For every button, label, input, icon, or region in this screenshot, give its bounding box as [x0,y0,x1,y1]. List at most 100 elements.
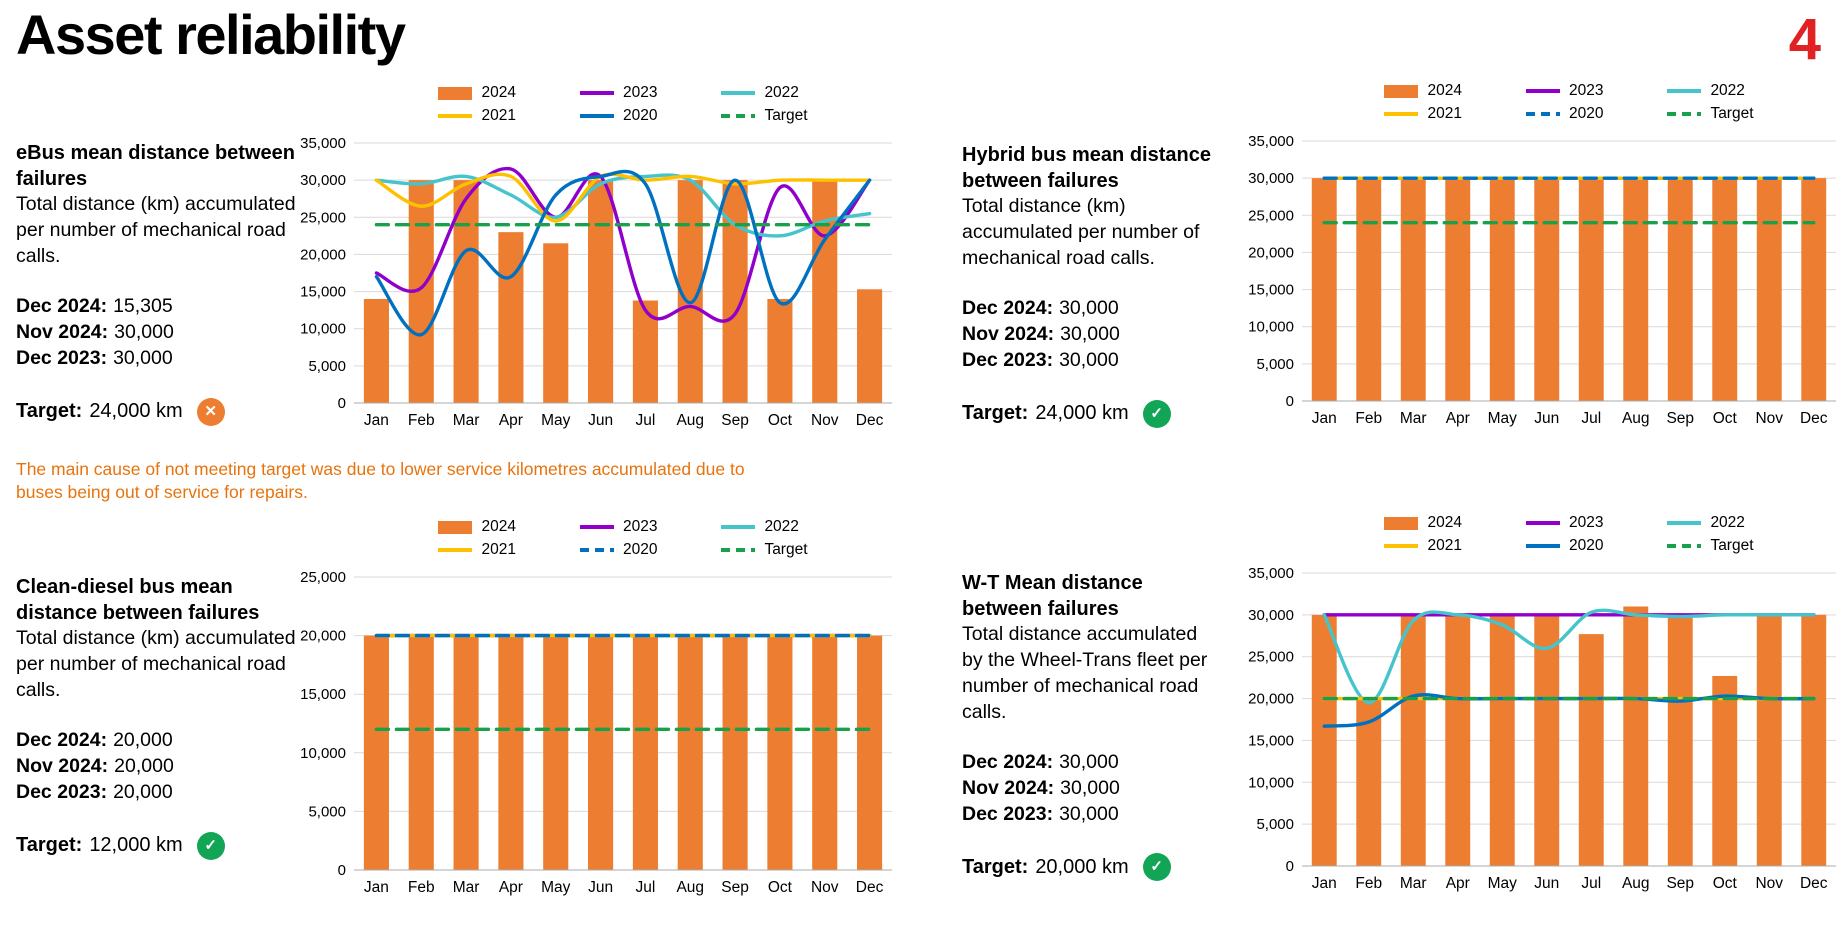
bar-2024 [1356,178,1382,401]
legend-line-swatch [1667,520,1702,526]
stat-value: 30,000 [1060,776,1120,799]
x-tick-label: Oct [768,879,793,896]
legend-item-2021: 2021 [438,107,516,125]
stat-row: Dec 2023: 20,000 [16,780,298,806]
legend-label: 2020 [1568,537,1604,554]
legend-item-2020: 2020 [579,541,658,559]
bar-2024 [498,232,524,403]
stat-value: 30,000 [1059,348,1119,371]
legend-line-swatch [1525,520,1560,526]
series-line-2023 [374,166,872,323]
clean-diesel-chart-legend: 2024 2023 2022 2021 2020 Target [298,518,898,559]
x-tick-label: May [1488,875,1518,892]
y-tick-label: 25,000 [300,569,346,586]
legend-label: 2020 [622,541,658,558]
bar-2024 [1534,178,1560,401]
legend-item-2022: 2022 [721,518,807,536]
stat-row: Dec 2024: 20,000 [16,728,298,754]
bar-2024 [812,180,838,403]
x-tick-label: Jul [1581,875,1601,892]
x-tick-label: Jun [1534,410,1559,427]
y-tick-label: 5,000 [308,803,346,820]
stat-row: Dec 2023: 30,000 [962,348,1214,374]
legend-label: 2024 [481,84,516,101]
target-label: Target: [16,400,83,423]
panel-description: Total distance (km) accumulated per numb… [16,193,296,267]
legend-item-2020: 2020 [1525,105,1603,123]
x-tick-label: Sep [1666,875,1694,892]
legend-bar-swatch [1384,84,1419,98]
bar-2024 [1311,614,1337,866]
legend-label: 2022 [1710,82,1745,99]
y-tick-label: 25,000 [1248,207,1294,224]
y-tick-label: 0 [1286,393,1294,410]
legend-label: 2024 [1427,82,1462,99]
bar-2024 [453,635,479,870]
y-tick-label: 5,000 [308,358,346,375]
bar-2024 [1356,698,1382,866]
hybrid-chart: 2024 2023 2022 2021 2020 Target 0 5,000 10,000 1… [1246,82,1842,431]
legend-label: Target [1710,105,1754,122]
bar-2024 [812,635,838,870]
panel-clean-diesel-text: Clean-diesel bus mean distance between f… [16,574,298,860]
x-tick-label: Jul [636,412,656,429]
legend-item-2022: 2022 [1667,514,1753,532]
ebus-chart: 2024 2023 2022 2021 2020 Target 0 5,000 10,000 1… [298,84,898,433]
stat-value: 30,000 [1059,802,1119,825]
stat-value: 30,000 [1060,322,1120,345]
x-tick-label: Nov [811,412,839,429]
target-missed-icon: ✕ [196,397,225,426]
legend-item-2021: 2021 [438,541,516,559]
legend-line-swatch [1384,543,1419,549]
legend-item-target: Target [721,107,808,125]
panel-heading: Clean-diesel bus mean distance between f… [16,576,260,624]
legend-line-swatch [438,113,473,119]
x-tick-label: Dec [1800,410,1828,427]
bar-2024 [632,635,658,870]
stat-value: 30,000 [114,320,174,343]
y-tick-label: 5,000 [1256,356,1294,373]
bar-2024 [363,635,389,870]
wt-chart: 2024 2023 2022 2021 2020 Target 0 5,000 10,000 1… [1246,514,1842,896]
bar-2024 [632,300,658,403]
x-tick-label: Jul [636,879,656,896]
bar-2024 [767,299,793,403]
y-tick-label: 10,000 [300,321,346,338]
legend-item-2024: 2024 [1384,514,1462,532]
x-tick-label: Sep [721,412,749,429]
bar-2024 [1400,178,1426,401]
panel-stats: Dec 2024: 30,000 Nov 2024: 30,000 Dec 2023… [962,296,1214,374]
x-tick-label: May [541,412,571,429]
series-line-2021 [374,172,872,223]
y-tick-label: 15,000 [300,284,346,301]
legend-line-swatch [721,547,756,553]
stat-value: 20,000 [113,728,173,751]
bar-2024 [857,635,883,870]
x-tick-label: Aug [1622,410,1650,427]
panel-heading: eBus mean distance between failures [16,142,295,190]
hybrid-chart-plot: 0 5,000 10,000 15,000 20,000 25,000 30,000 35,0… [1248,133,1836,427]
target-row: Target: 12,000 km ✓ [16,831,298,860]
legend-item-2021: 2021 [1384,537,1462,555]
x-tick-label: Dec [856,879,884,896]
panel-stats: Dec 2024: 30,000 Nov 2024: 30,000 Dec 2023… [962,750,1214,828]
clean-diesel-chart: 2024 2023 2022 2021 2020 Target 0 5,000 10,000 1… [298,518,898,900]
legend-line-swatch [579,547,614,553]
legend-item-2024: 2024 [438,84,516,102]
legend-label: 2021 [1427,105,1462,122]
page-number: 4 [1788,7,1821,72]
bar-2024 [677,635,703,870]
wt-chart-plot: 0 5,000 10,000 15,000 20,000 25,000 30,000 35,0… [1248,565,1836,892]
legend-line-swatch [1525,543,1560,549]
target-value: 12,000 km [89,834,183,857]
panel-description: Total distance accumulated by the Wheel-… [962,623,1208,723]
y-tick-label: 35,000 [300,135,346,152]
bar-2024 [1578,178,1604,401]
target-value: 20,000 km [1035,856,1129,879]
clean-diesel-chart-plot: 0 5,000 10,000 15,000 20,000 25,000 Jan Feb Mar A… [300,569,892,896]
panel-description: Total distance (km) accumulated per numb… [962,195,1200,269]
target-met-icon: ✓ [1142,399,1171,428]
target-miss-note: The main cause of not meeting target was… [16,459,745,503]
stat-label: Nov 2024: [16,754,109,777]
x-tick-label: Mar [1400,875,1427,892]
